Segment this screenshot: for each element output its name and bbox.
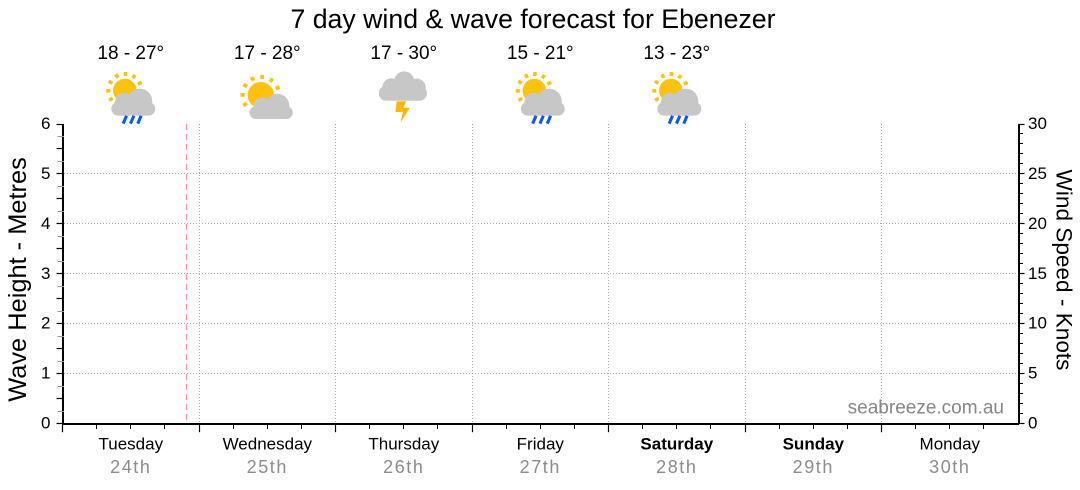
svg-text:3: 3 [41, 264, 50, 283]
svg-text:5: 5 [41, 164, 50, 183]
svg-text:1: 1 [41, 364, 50, 383]
svg-text:5: 5 [1028, 364, 1037, 383]
svg-text:27th: 27th [520, 457, 561, 477]
svg-text:Monday: Monday [920, 435, 981, 454]
svg-text:18 - 27°: 18 - 27° [97, 43, 164, 64]
svg-text:20: 20 [1028, 214, 1047, 233]
svg-text:Wednesday: Wednesday [223, 435, 313, 454]
svg-text:15 - 21°: 15 - 21° [507, 43, 574, 64]
svg-text:24th: 24th [110, 457, 151, 477]
svg-text:25: 25 [1028, 164, 1047, 183]
svg-text:17 - 28°: 17 - 28° [234, 43, 301, 64]
svg-text:Sunday: Sunday [783, 435, 845, 454]
svg-text:13 - 23°: 13 - 23° [643, 43, 710, 64]
svg-text:Wave Height - Metres: Wave Height - Metres [4, 157, 32, 402]
svg-text:25th: 25th [247, 457, 288, 477]
svg-text:10: 10 [1028, 314, 1047, 333]
svg-text:seabreeze.com.au: seabreeze.com.au [848, 398, 1004, 419]
svg-text:Friday: Friday [517, 435, 565, 454]
svg-text:2: 2 [41, 314, 50, 333]
svg-text:Tuesday: Tuesday [99, 435, 164, 454]
svg-text:28th: 28th [656, 457, 697, 477]
svg-text:15: 15 [1028, 264, 1047, 283]
svg-text:4: 4 [41, 214, 50, 233]
svg-text:Wind Speed - Knots: Wind Speed - Knots [1051, 170, 1076, 371]
svg-text:17 - 30°: 17 - 30° [370, 43, 437, 64]
svg-text:30th: 30th [929, 457, 970, 477]
svg-text:6: 6 [41, 114, 50, 133]
svg-text:Thursday: Thursday [368, 435, 439, 454]
svg-text:29th: 29th [793, 457, 834, 477]
svg-text:7 day wind & wave forecast for: 7 day wind & wave forecast for Ebenezer [290, 4, 775, 34]
svg-text:30: 30 [1028, 114, 1047, 133]
svg-text:0: 0 [41, 414, 50, 433]
svg-text:26th: 26th [383, 457, 424, 477]
svg-text:0: 0 [1028, 414, 1037, 433]
svg-text:Saturday: Saturday [640, 435, 713, 454]
